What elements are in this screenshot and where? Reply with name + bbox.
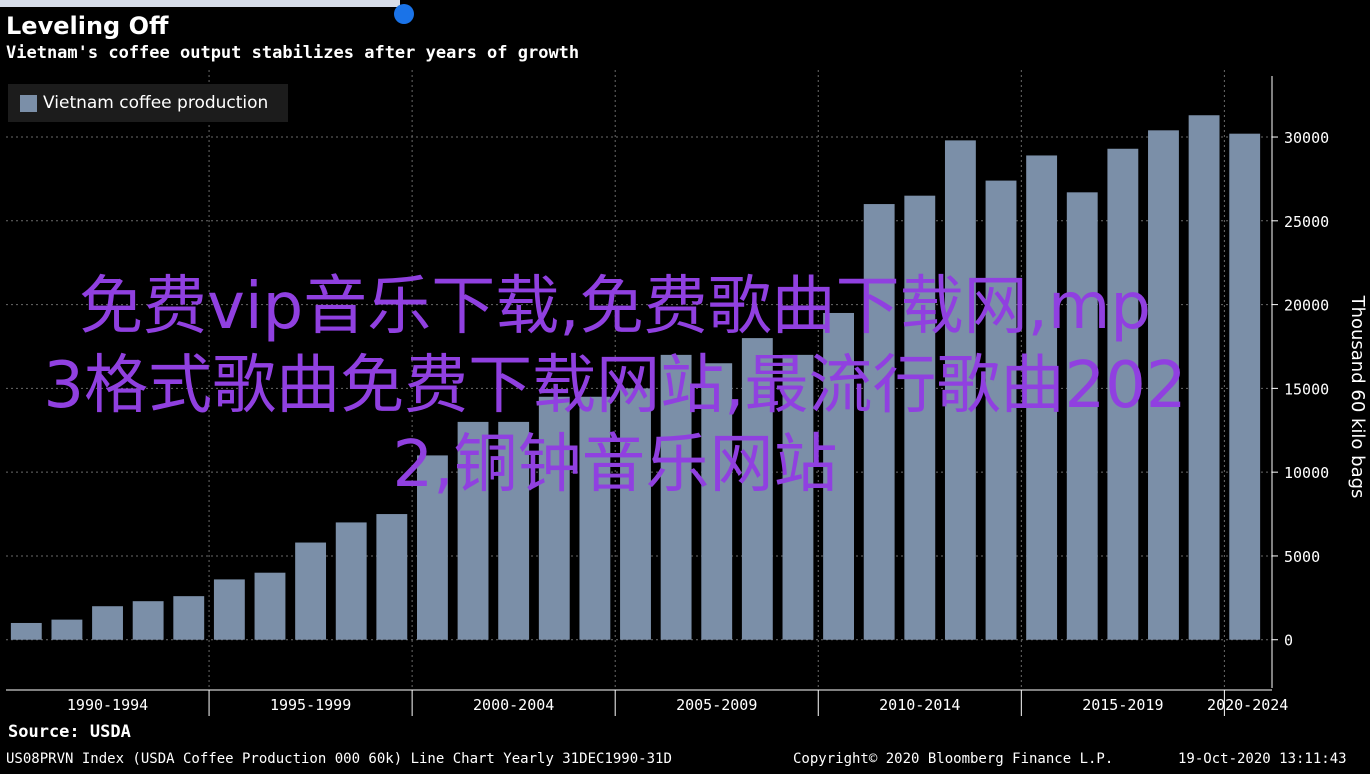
bar — [213, 579, 245, 640]
chart-subtitle: Vietnam's coffee output stabilizes after… — [6, 43, 580, 63]
bar — [132, 601, 164, 640]
footer-timestamp: 19-Oct-2020 13:11:43 — [1178, 751, 1347, 767]
y-axis-label: Thousand 60 kilo bags — [1347, 295, 1368, 499]
bar — [1107, 148, 1139, 640]
bar — [417, 455, 448, 640]
x-tick-label: 2015-2019 — [1082, 696, 1163, 714]
gridlines — [6, 70, 1272, 690]
bar — [741, 338, 773, 640]
bar — [1188, 115, 1220, 640]
x-tick-label: 2020-2024 — [1207, 696, 1288, 714]
bar — [498, 421, 530, 640]
bar — [1229, 133, 1261, 640]
y-tick-label: 25000 — [1284, 213, 1329, 231]
x-tick-label: 1995-1999 — [270, 696, 351, 714]
bar — [985, 180, 1017, 640]
bar — [863, 204, 895, 640]
y-tick-label: 5000 — [1284, 548, 1320, 566]
legend-label: Vietnam coffee production — [43, 93, 269, 113]
y-tick-label: 30000 — [1284, 129, 1329, 147]
y-tick-label: 15000 — [1284, 380, 1329, 398]
bar — [823, 312, 854, 640]
bar — [1148, 130, 1179, 640]
position-marker-dot[interactable] — [394, 4, 414, 24]
bar — [92, 606, 123, 640]
bar — [782, 354, 814, 640]
x-tick-label: 1990-1994 — [67, 696, 148, 714]
bar — [173, 596, 205, 640]
bar — [51, 619, 83, 640]
source-label: Source: USDA — [8, 722, 131, 742]
watermark-overlay-text: 免费vip音乐下载,免费歌曲下载网,mp 3格式歌曲免费下载网站,最流行歌曲20… — [43, 270, 1187, 502]
x-tick-label: 2010-2014 — [879, 696, 960, 714]
bar — [904, 195, 936, 640]
bar — [457, 421, 489, 640]
bar — [944, 140, 976, 640]
bar — [579, 396, 611, 640]
x-tick-label: 2005-2009 — [676, 696, 757, 714]
bar — [335, 522, 367, 640]
bar — [376, 514, 408, 640]
x-axis: 1990-1994 1995-1999 2000-2004 2005-2009 2010… — [6, 689, 1288, 716]
x-tick-label: 2000-2004 — [473, 696, 554, 714]
bar — [538, 396, 570, 640]
top-progress-bar — [0, 0, 400, 7]
chart-legend: Vietnam coffee production — [8, 84, 288, 122]
bars-group — [10, 115, 1261, 640]
footer-index: US08PRVN Index (USDA Coffee Production 0… — [6, 751, 672, 767]
y-tick-label: 0 — [1284, 632, 1293, 650]
y-tick-label: 10000 — [1284, 464, 1329, 482]
bar — [10, 622, 42, 640]
bar — [254, 572, 286, 640]
y-axis: 0 5000 10000 15000 20000 25000 30000 — [1271, 76, 1329, 688]
bar — [660, 354, 692, 640]
footer-copyright: Copyright© 2020 Bloomberg Finance L.P. — [793, 751, 1114, 767]
y-tick-label: 20000 — [1284, 297, 1329, 315]
bar — [295, 542, 327, 640]
legend-swatch — [20, 94, 37, 112]
bar — [1026, 155, 1058, 640]
bar — [620, 388, 651, 640]
bar — [701, 363, 733, 640]
bar — [1066, 192, 1098, 640]
chart-title: Leveling Off — [6, 12, 169, 40]
